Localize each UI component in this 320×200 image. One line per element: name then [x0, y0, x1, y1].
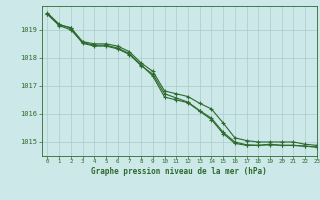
X-axis label: Graphe pression niveau de la mer (hPa): Graphe pression niveau de la mer (hPa): [91, 167, 267, 176]
